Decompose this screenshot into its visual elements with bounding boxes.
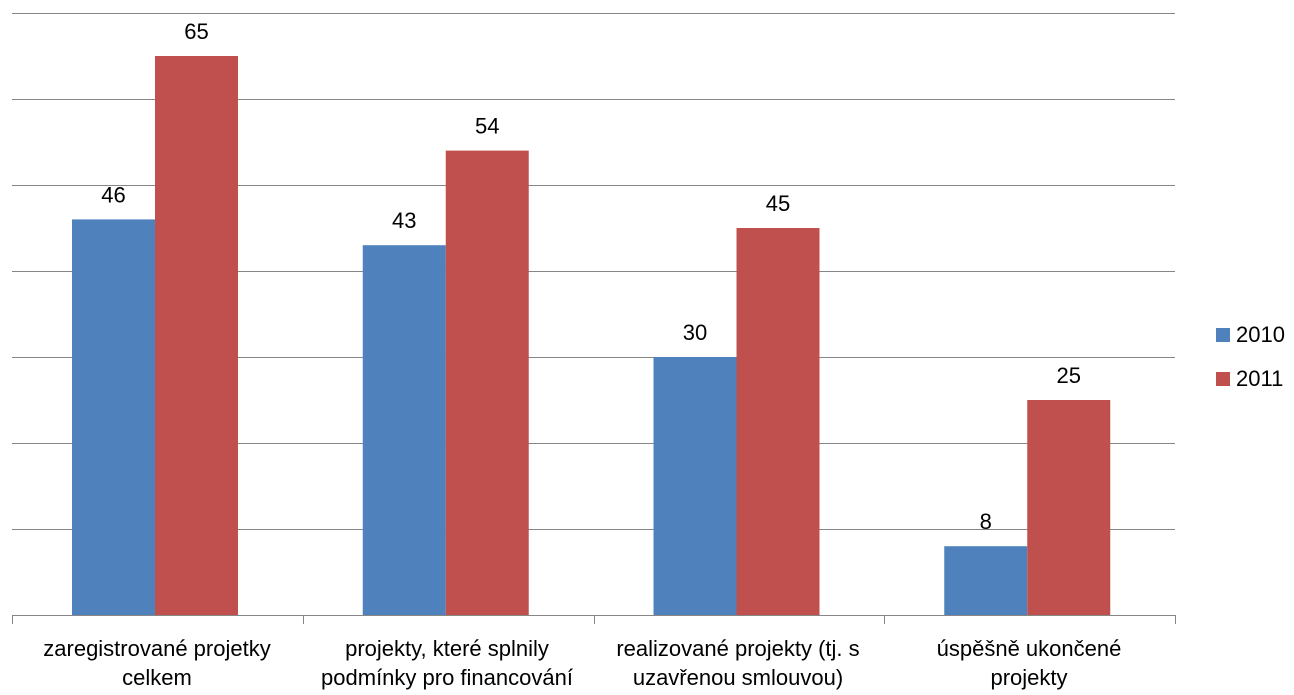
data-label-2011-cat-4: 25 [1057, 363, 1081, 388]
bar-2011-cat-4 [1027, 400, 1111, 615]
data-label-2011-cat-2: 54 [475, 114, 499, 139]
category-label-2-line-1: projekty, které splnily [345, 636, 549, 661]
data-label-2010-cat-4: 8 [980, 509, 992, 534]
category-label-1-line-1: zaregistrované projetky [43, 636, 271, 661]
data-label-2010-cat-2: 43 [392, 208, 416, 233]
category-label-4: úspěšně ukončené projekty [884, 634, 1174, 692]
data-labels: 46 43 30 8 65 54 45 25 [101, 19, 1081, 534]
bar-2010-cat-1 [72, 219, 155, 615]
bar-2010-cat-4 [944, 546, 1028, 615]
category-label-3: realizované projekty (tj. s uzavřenou sm… [593, 634, 883, 692]
legend-label-2010: 2010 [1236, 322, 1285, 347]
data-label-2010-cat-3: 30 [683, 320, 707, 345]
bar-2011-cat-1 [155, 56, 238, 615]
category-label-4-line-2: projekty [990, 665, 1068, 690]
bar-2010-cat-2 [362, 245, 446, 615]
data-label-2011-cat-1: 65 [184, 19, 208, 44]
category-label-3-line-2: uzavřenou smlouvou) [632, 665, 844, 690]
bar-2011-cat-3 [736, 228, 820, 615]
category-label-4-line-1: úspěšně ukončené [936, 636, 1122, 661]
bars [72, 56, 1111, 615]
legend-label-2011: 2011 [1236, 366, 1284, 391]
legend-swatch-2011 [1216, 372, 1230, 386]
category-label-3-line-1: realizované projekty (tj. s [616, 636, 860, 661]
category-label-2-line-2: podmínky pro financování [321, 665, 573, 690]
legend-item-2011: 2011 [1216, 357, 1285, 401]
legend-swatch-2010 [1216, 328, 1230, 342]
legend-item-2010: 2010 [1216, 313, 1285, 357]
data-label-2010-cat-1: 46 [101, 182, 125, 207]
category-label-2: projekty, které splnily podmínky pro fin… [302, 634, 592, 692]
data-label-2011-cat-3: 45 [766, 191, 790, 216]
legend: 2010 2011 [1216, 313, 1285, 401]
bar-2010-cat-3 [653, 357, 737, 615]
category-label-1: zaregistrované projetky celkem [12, 634, 302, 692]
x-axis [12, 615, 1176, 624]
bar-2011-cat-2 [445, 150, 529, 615]
category-label-1-line-2: celkem [122, 665, 192, 690]
